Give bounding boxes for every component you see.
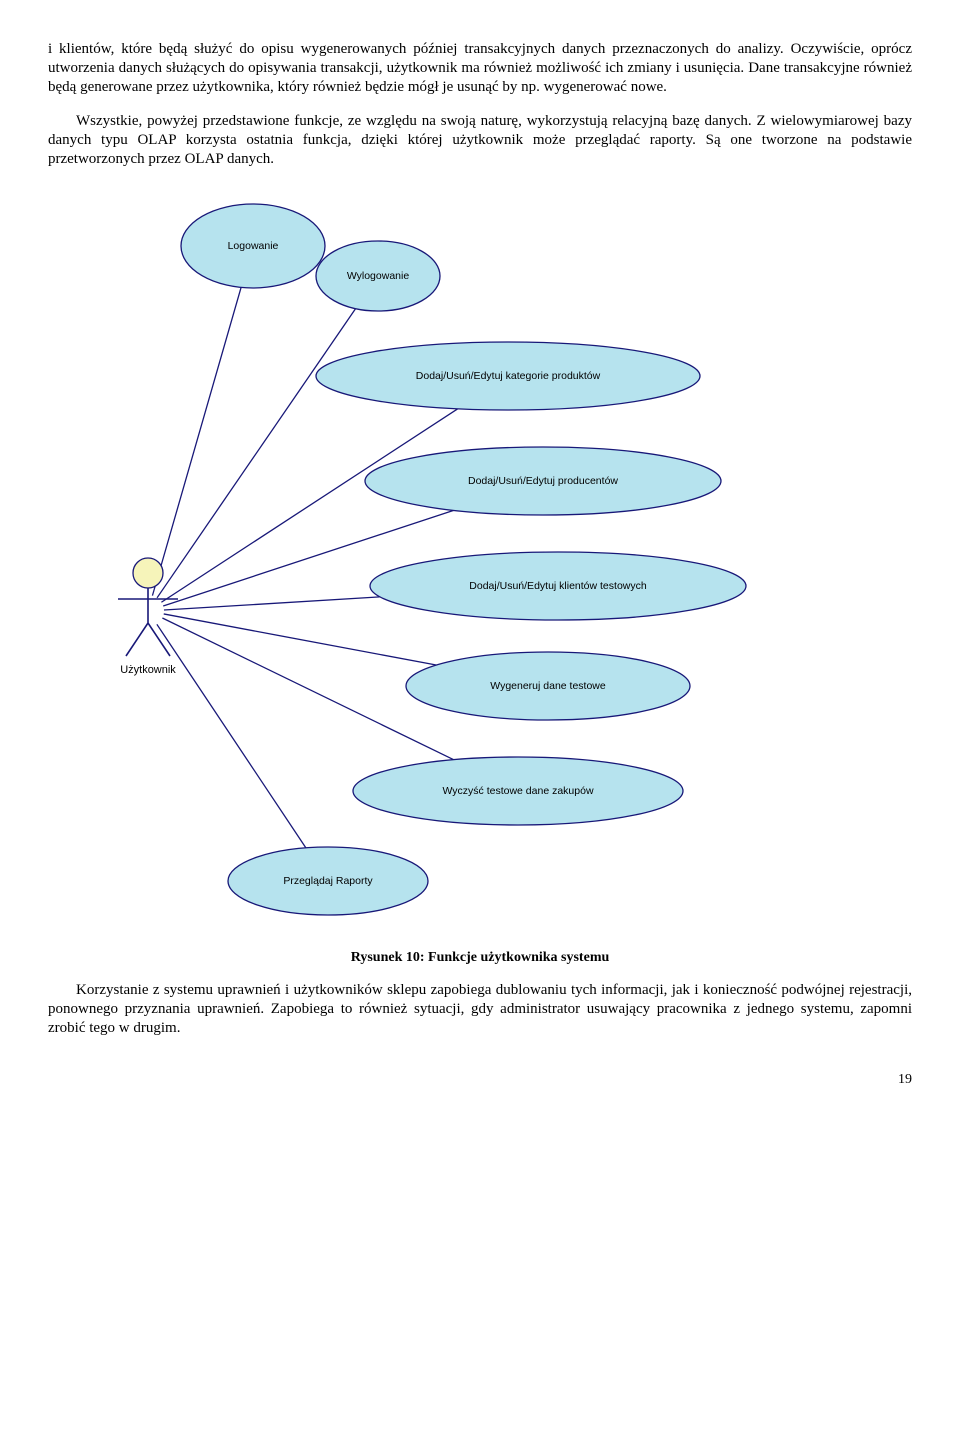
uc-rep: Przeglądaj Raporty — [228, 847, 428, 915]
usecase-label: Wyczyść testowe dane zakupów — [442, 785, 593, 797]
assoc-edge — [164, 614, 436, 665]
paragraph-1: i klientów, które będą służyć do opisu w… — [48, 40, 912, 98]
uc-logout: Wylogowanie — [316, 241, 440, 311]
figure-caption: Rysunek 10: Funkcje użytkownika systemu — [48, 949, 912, 967]
usecase-label: Dodaj/Usuń/Edytuj klientów testowych — [469, 580, 647, 592]
usecase-label: Logowanie — [228, 240, 279, 252]
usecase-label: Wylogowanie — [347, 270, 410, 282]
uc-cust: Dodaj/Usuń/Edytuj klientów testowych — [370, 552, 746, 620]
assoc-edge — [157, 309, 356, 598]
assoc-edge — [164, 597, 380, 610]
uc-gen: Wygeneruj dane testowe — [406, 652, 690, 720]
actor-label: Użytkownik — [120, 664, 176, 676]
assoc-edge — [152, 288, 241, 596]
uc-clear: Wyczyść testowe dane zakupów — [353, 757, 683, 825]
uc-cat: Dodaj/Usuń/Edytuj kategorie produktów — [316, 342, 700, 410]
usecase-label: Wygeneruj dane testowe — [490, 680, 606, 692]
page-number: 19 — [48, 1071, 912, 1089]
paragraph-3: Korzystanie z systemu uprawnień i użytko… — [48, 981, 912, 1039]
usecase-label: Przeglądaj Raporty — [283, 875, 373, 887]
usecase-label: Dodaj/Usuń/Edytuj producentów — [468, 475, 618, 487]
use-case-diagram: Logowanie Wylogowanie Dodaj/Usuń/Edytuj ka… — [48, 191, 912, 931]
uc-login: Logowanie — [181, 204, 325, 288]
usecase-label: Dodaj/Usuń/Edytuj kategorie produktów — [416, 370, 601, 382]
uc-prod: Dodaj/Usuń/Edytuj producentów — [365, 447, 721, 515]
assoc-edge — [157, 624, 306, 848]
actor: Użytkownik — [118, 558, 178, 676]
paragraph-2: Wszystkie, powyżej przedstawione funkcje… — [48, 112, 912, 170]
